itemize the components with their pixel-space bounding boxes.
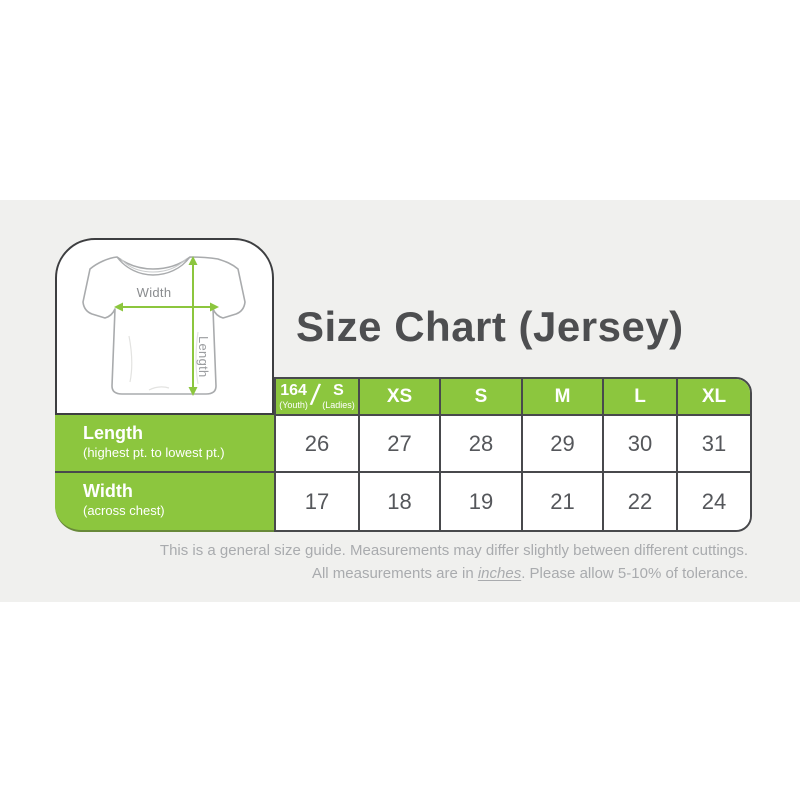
length-measure-label: Length [196, 336, 211, 378]
size-table: 164 (Youth) / S (Ladies) XS S M L XL 26 … [274, 377, 752, 532]
row-label-width-subtext: (across chest) [83, 503, 165, 518]
footer-line2-suffix: . Please allow 5-10% of tolerance. [521, 565, 748, 582]
data-cell-width-xs: 18 [360, 473, 441, 530]
tshirt-wrinkle [128, 331, 199, 391]
data-cell-length-xs: 27 [360, 416, 441, 473]
width-arrow-icon [114, 302, 219, 312]
footer-line2: All measurements are in inches. Please a… [48, 562, 748, 585]
footer-line2-prefix: All measurements are in [311, 565, 478, 582]
row-label-length-text: Length [83, 423, 143, 443]
header-size-164: 164 [280, 382, 307, 399]
tshirt-collar [116, 256, 191, 276]
data-cell-width-xl: 24 [678, 473, 750, 530]
data-cell-width-s: 19 [441, 473, 523, 530]
data-cell-length-s: 28 [441, 416, 523, 473]
data-cell-length-m: 29 [523, 416, 604, 473]
data-cell-width-164s: 17 [276, 473, 360, 530]
header-slash: / [308, 378, 322, 412]
header-size-ladies: S (Ladies) [322, 383, 355, 410]
header-cell-s: S [441, 379, 523, 416]
tshirt-diagram-box: Width Length [55, 238, 274, 415]
data-cell-length-xl: 31 [678, 416, 750, 473]
size-table-grid: 164 (Youth) / S (Ladies) XS S M L XL 26 … [276, 379, 750, 530]
header-size-s: S [333, 382, 344, 399]
tshirt-illustration [82, 256, 246, 396]
header-cell-xs: XS [360, 379, 441, 416]
length-arrow-icon [188, 256, 198, 396]
header-note-youth: (Youth) [279, 400, 308, 410]
data-cell-length-l: 30 [604, 416, 678, 473]
header-size-youth: 164 (Youth) [279, 383, 308, 410]
footer-note: This is a general size guide. Measuremen… [48, 539, 748, 585]
header-cell-164-s: 164 (Youth) / S (Ladies) [276, 379, 360, 416]
header-cell-m: M [523, 379, 604, 416]
data-cell-length-164s: 26 [276, 416, 360, 473]
footer-line1: This is a general size guide. Measuremen… [159, 542, 748, 559]
header-note-ladies: (Ladies) [322, 400, 355, 410]
data-cell-width-m: 21 [523, 473, 604, 530]
tshirt-collar-band [120, 258, 187, 273]
header-cell-xl: XL [678, 379, 750, 416]
row-label-width: Width (across chest) [55, 473, 274, 532]
row-label-width-text: Width [83, 481, 133, 501]
header-cell-l: L [604, 379, 678, 416]
tshirt-outline [82, 256, 246, 395]
row-label-length-subtext: (highest pt. to lowest pt.) [83, 445, 225, 460]
width-measure-label: Width [136, 285, 172, 300]
page-title: Size Chart (Jersey) [296, 303, 684, 350]
footer-line2-inches: inches [477, 565, 522, 582]
data-cell-width-l: 22 [604, 473, 678, 530]
row-label-length: Length (highest pt. to lowest pt.) [55, 415, 274, 473]
